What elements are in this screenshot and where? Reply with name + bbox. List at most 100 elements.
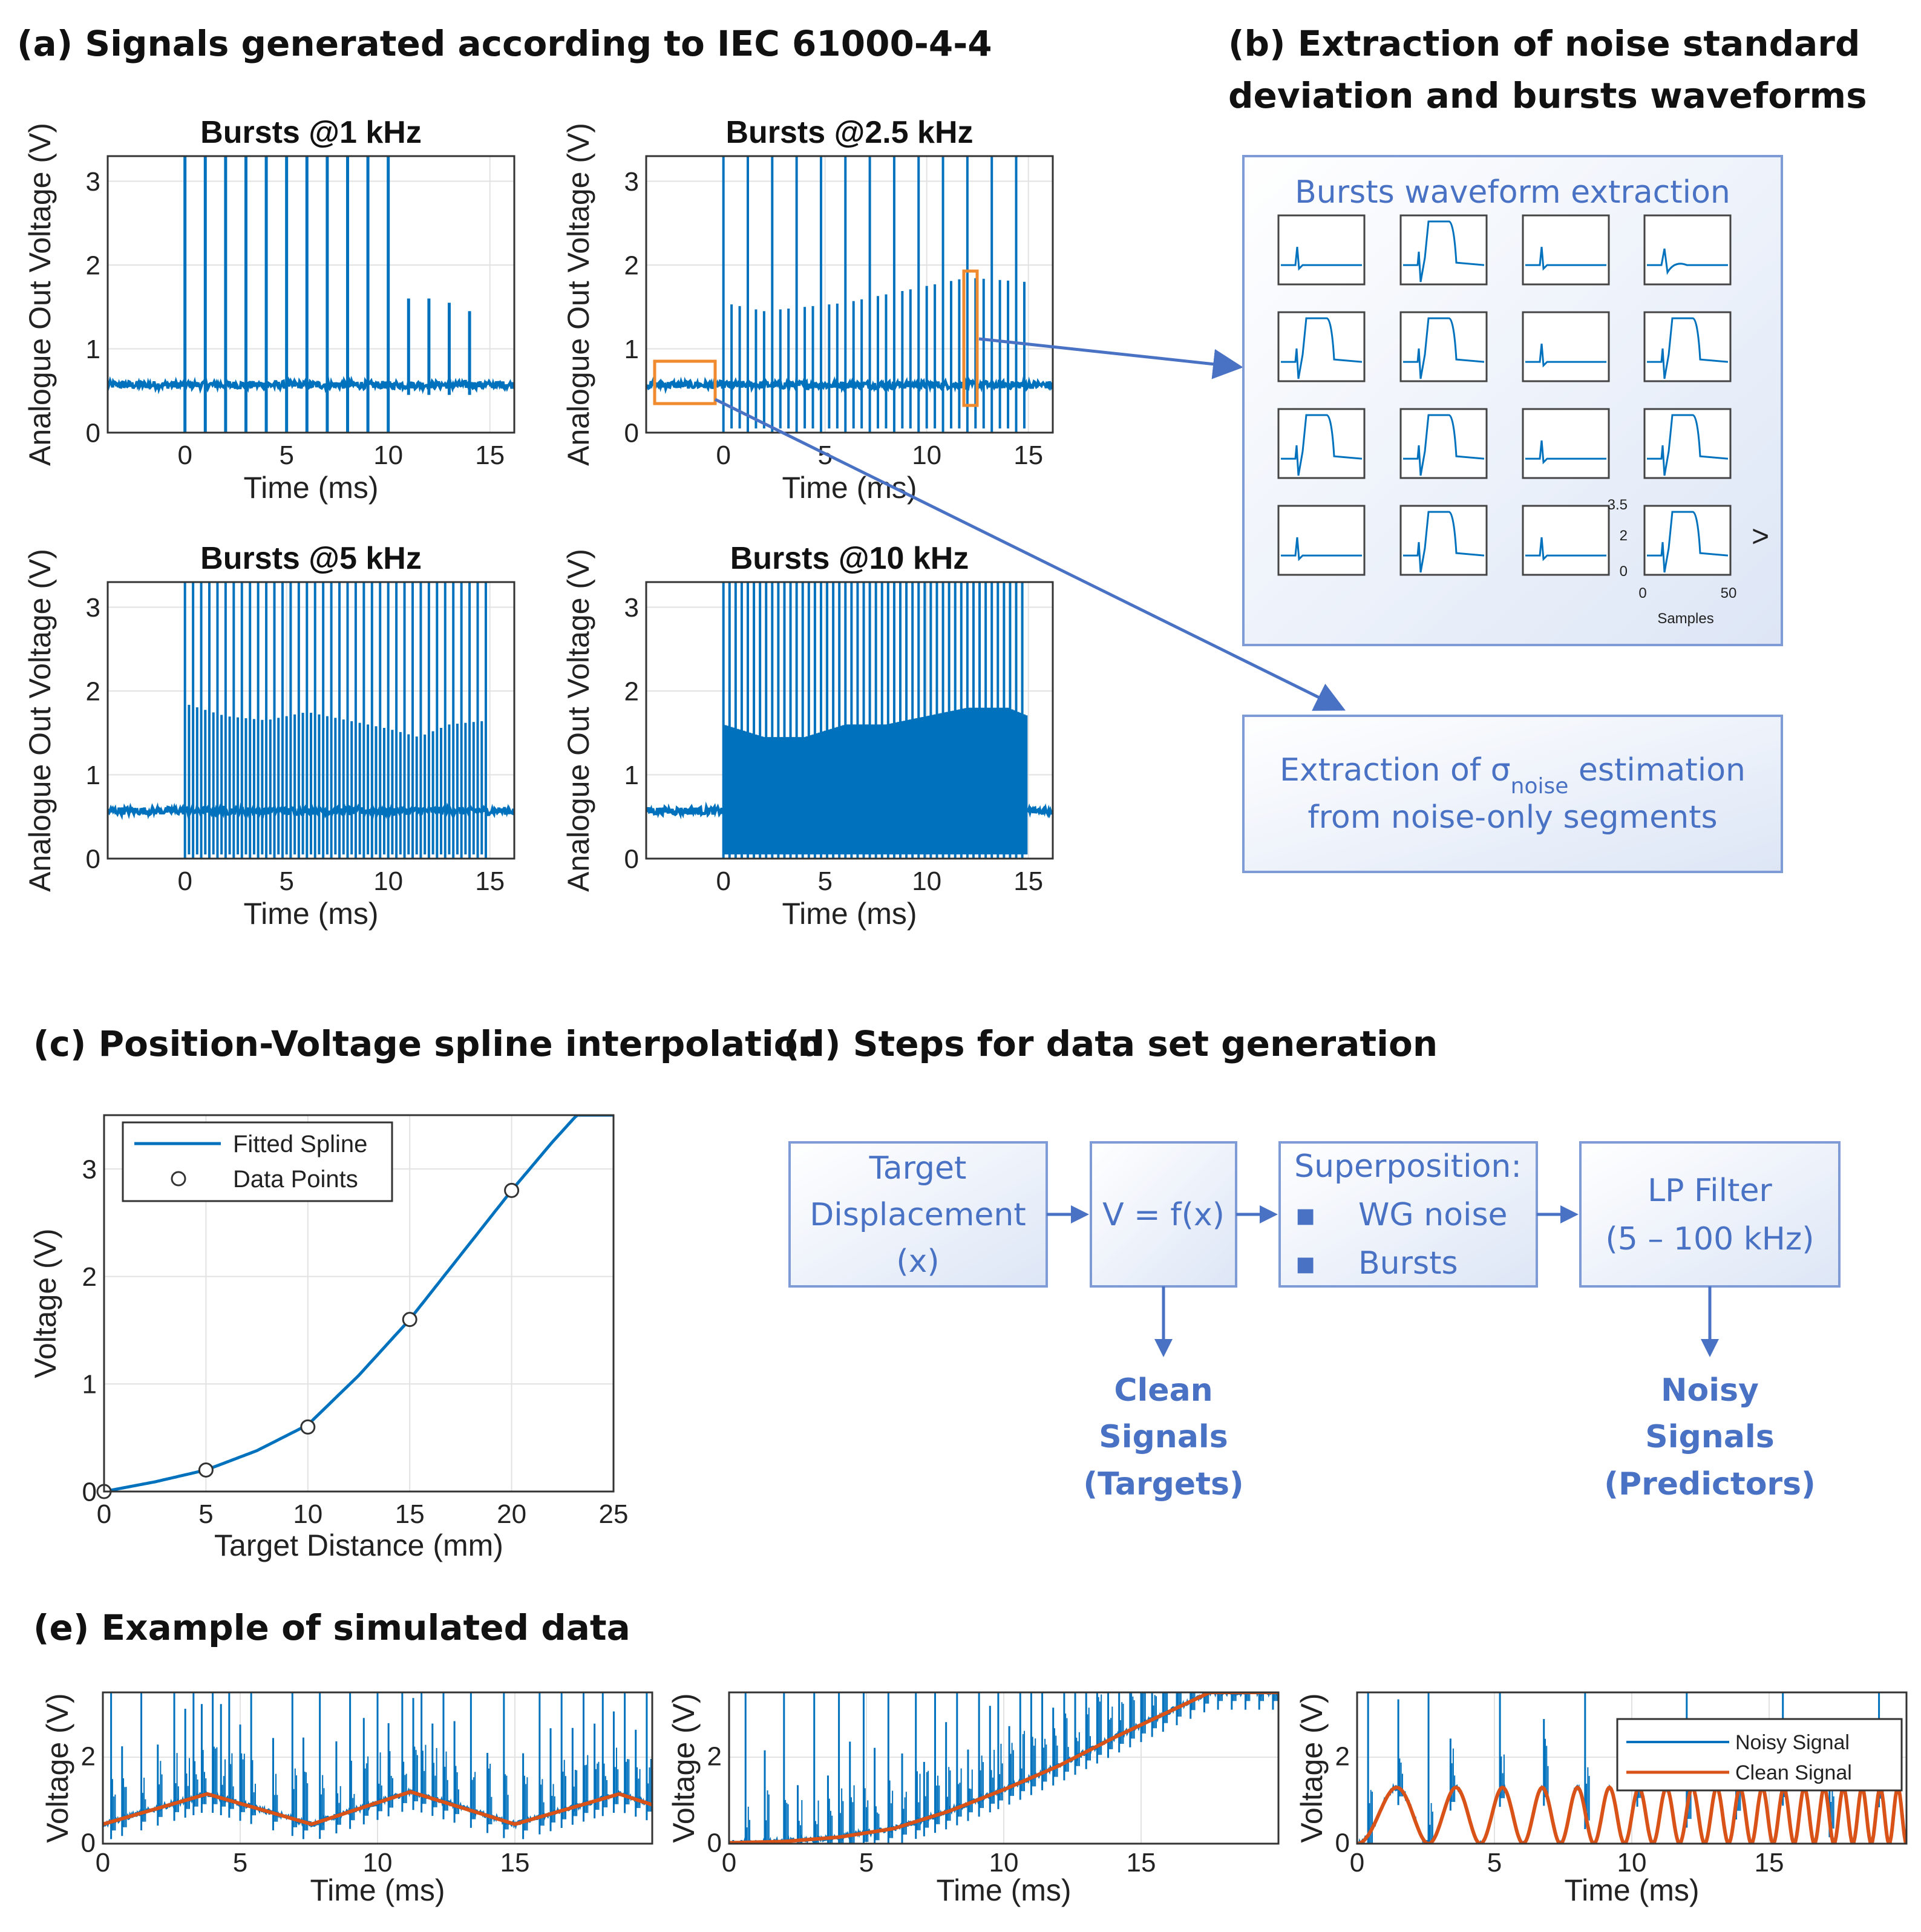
x-tick-label: 5 (279, 440, 293, 470)
waveform-trace (1281, 246, 1362, 271)
inset-xlabel: Samples (1657, 611, 1713, 627)
chart-spline-interpolation: 0 5 10 15 20 25 0 1 2 3 Target Distance (mm) Voltag… (28, 1114, 629, 1562)
plot-content (108, 156, 514, 433)
waveform-thumbnail (1399, 505, 1488, 576)
noise-trace (108, 375, 514, 395)
chart-simulated-triangle: 0 5 10 15 0 2 Time (ms) Voltage (V) (41, 1691, 653, 1907)
y-tick-label: 0 (707, 1828, 722, 1858)
section-title-b-line2: deviation and bursts waveforms (1228, 75, 1867, 116)
waveform-trace (1525, 343, 1606, 368)
x-tick-label: 10 (912, 866, 941, 896)
svg-text:WG noise: WG noise (1358, 1197, 1508, 1233)
waveform-trace (1281, 414, 1363, 476)
waveform-thumbnail (1643, 214, 1732, 286)
x-axis-label: Time (ms) (243, 471, 378, 505)
plot-area (108, 156, 514, 433)
svg-text:▪: ▪ (1295, 1197, 1316, 1233)
y-tick-label: 1 (624, 761, 639, 790)
svg-text:Signals: Signals (1099, 1419, 1228, 1455)
waveform-thumbnail (1399, 214, 1488, 286)
axes-frame (106, 581, 515, 860)
waveform-thumbnail (1522, 408, 1610, 479)
sigma-noise-box: Extraction of σnoise estimation from noi… (1242, 715, 1783, 873)
svg-text:LP Filter: LP Filter (1648, 1173, 1772, 1209)
y-tick-label: 0 (86, 844, 100, 874)
y-tick-label: 2 (624, 676, 639, 706)
inset-ymin-label: 0 (1620, 563, 1628, 580)
y-tick-label: 0 (86, 418, 100, 448)
waveform-thumbnail (1277, 505, 1366, 576)
x-tick-label: 20 (497, 1499, 526, 1529)
svg-text:Displacement: Displacement (810, 1197, 1026, 1233)
data-point (402, 1312, 417, 1328)
waveform-thumbnail (1522, 214, 1610, 286)
data-point (300, 1419, 316, 1435)
svg-text:(5 – 100 kHz): (5 – 100 kHz) (1605, 1221, 1814, 1257)
x-axis-label: Time (ms) (936, 1873, 1071, 1907)
x-axis-label: Time (ms) (310, 1873, 445, 1907)
chart-bursts-1khz: 0 5 10 15 0 1 2 3 Bursts @1 kHz Time (ms) Analogue… (23, 115, 515, 505)
waveform-thumbnail (1399, 408, 1488, 479)
dataset-generation-flow: Target Displacement (x) V = f(x) Superpo… (788, 1141, 1841, 1502)
x-tick-label: 0 (716, 866, 730, 896)
y-tick-label: 2 (82, 1262, 97, 1292)
x-tick-label: 0 (97, 1499, 111, 1529)
x-tick-label: 15 (475, 440, 505, 470)
y-axis-label: Analogue Out Voltage (V) (23, 549, 57, 892)
waveform-thumbnail (1643, 505, 1732, 576)
burst-segment-highlight (962, 269, 979, 407)
y-tick-label: 1 (624, 335, 639, 364)
x-tick-label: 0 (177, 866, 192, 896)
x-tick-label: 15 (1013, 866, 1043, 896)
y-tick-label: 3 (86, 593, 100, 623)
x-tick-label: 5 (1487, 1848, 1502, 1878)
waveform-trace (1647, 317, 1729, 379)
chart-title: Bursts @10 kHz (730, 541, 969, 576)
y-axis-label: Analogue Out Voltage (V) (23, 123, 57, 466)
x-tick-label: 5 (279, 866, 293, 896)
plot-content (108, 582, 514, 859)
svg-text:Superposition:: Superposition: (1294, 1148, 1522, 1185)
y-tick-label: 1 (86, 761, 100, 790)
x-tick-label: 25 (599, 1499, 629, 1529)
y-tick-label: 0 (81, 1828, 96, 1858)
chart-bursts-5khz: 0 5 10 15 0 1 2 3 Bursts @5 kHz Time (ms) Analogue… (23, 541, 515, 931)
waveform-thumbnail (1277, 214, 1366, 286)
x-tick-label: 10 (373, 866, 403, 896)
waveform-thumbnail (1643, 311, 1732, 382)
y-tick-label: 0 (82, 1477, 97, 1507)
plot-content (103, 1692, 652, 1839)
inset-ymax-label: 3.5 (1608, 497, 1628, 513)
y-tick-label: 2 (624, 251, 639, 280)
fitted-spline-line (104, 1115, 614, 1492)
waveform-thumbnail (1522, 311, 1610, 382)
waveform-trace (1403, 317, 1485, 379)
x-tick-label: 0 (716, 440, 730, 470)
y-tick-label: 2 (707, 1741, 722, 1771)
axes-frame (106, 155, 515, 434)
flow-box-lp-filter: LP Filter (5 – 100 kHz) (1579, 1141, 1841, 1288)
y-tick-label: 0 (624, 844, 639, 874)
x-tick-label: 0 (722, 1848, 736, 1878)
svg-text:Target: Target (869, 1150, 967, 1187)
y-tick-label: 2 (1335, 1741, 1350, 1771)
x-tick-label: 0 (1350, 1848, 1364, 1878)
waveform-trace (1647, 248, 1728, 275)
flow-box-target-displacement: Target Displacement (x) (788, 1141, 1048, 1288)
y-tick-label: 3 (82, 1154, 97, 1184)
axes-frame (645, 581, 1054, 860)
svg-text:Signals: Signals (1645, 1419, 1774, 1455)
y-axis-label: Voltage (V) (41, 1693, 74, 1842)
legend: Fitted Spline Data Points (122, 1121, 393, 1202)
inset-xmax-label: 50 (1721, 585, 1737, 601)
x-axis-label: Time (ms) (243, 897, 378, 931)
x-tick-label: 10 (1617, 1848, 1647, 1878)
inset-xmin-label: 0 (1638, 585, 1646, 601)
x-tick-label: 5 (233, 1848, 247, 1878)
output-clean-signals: Clean Signals (Targets) (1083, 1372, 1243, 1502)
svg-text:V = f(x): V = f(x) (1102, 1197, 1225, 1233)
waveform-thumbnail (1643, 408, 1732, 479)
section-title-d: (d) Steps for data set generation (784, 1023, 1438, 1064)
flow-box-transfer-function: V = f(x) (1090, 1141, 1237, 1288)
